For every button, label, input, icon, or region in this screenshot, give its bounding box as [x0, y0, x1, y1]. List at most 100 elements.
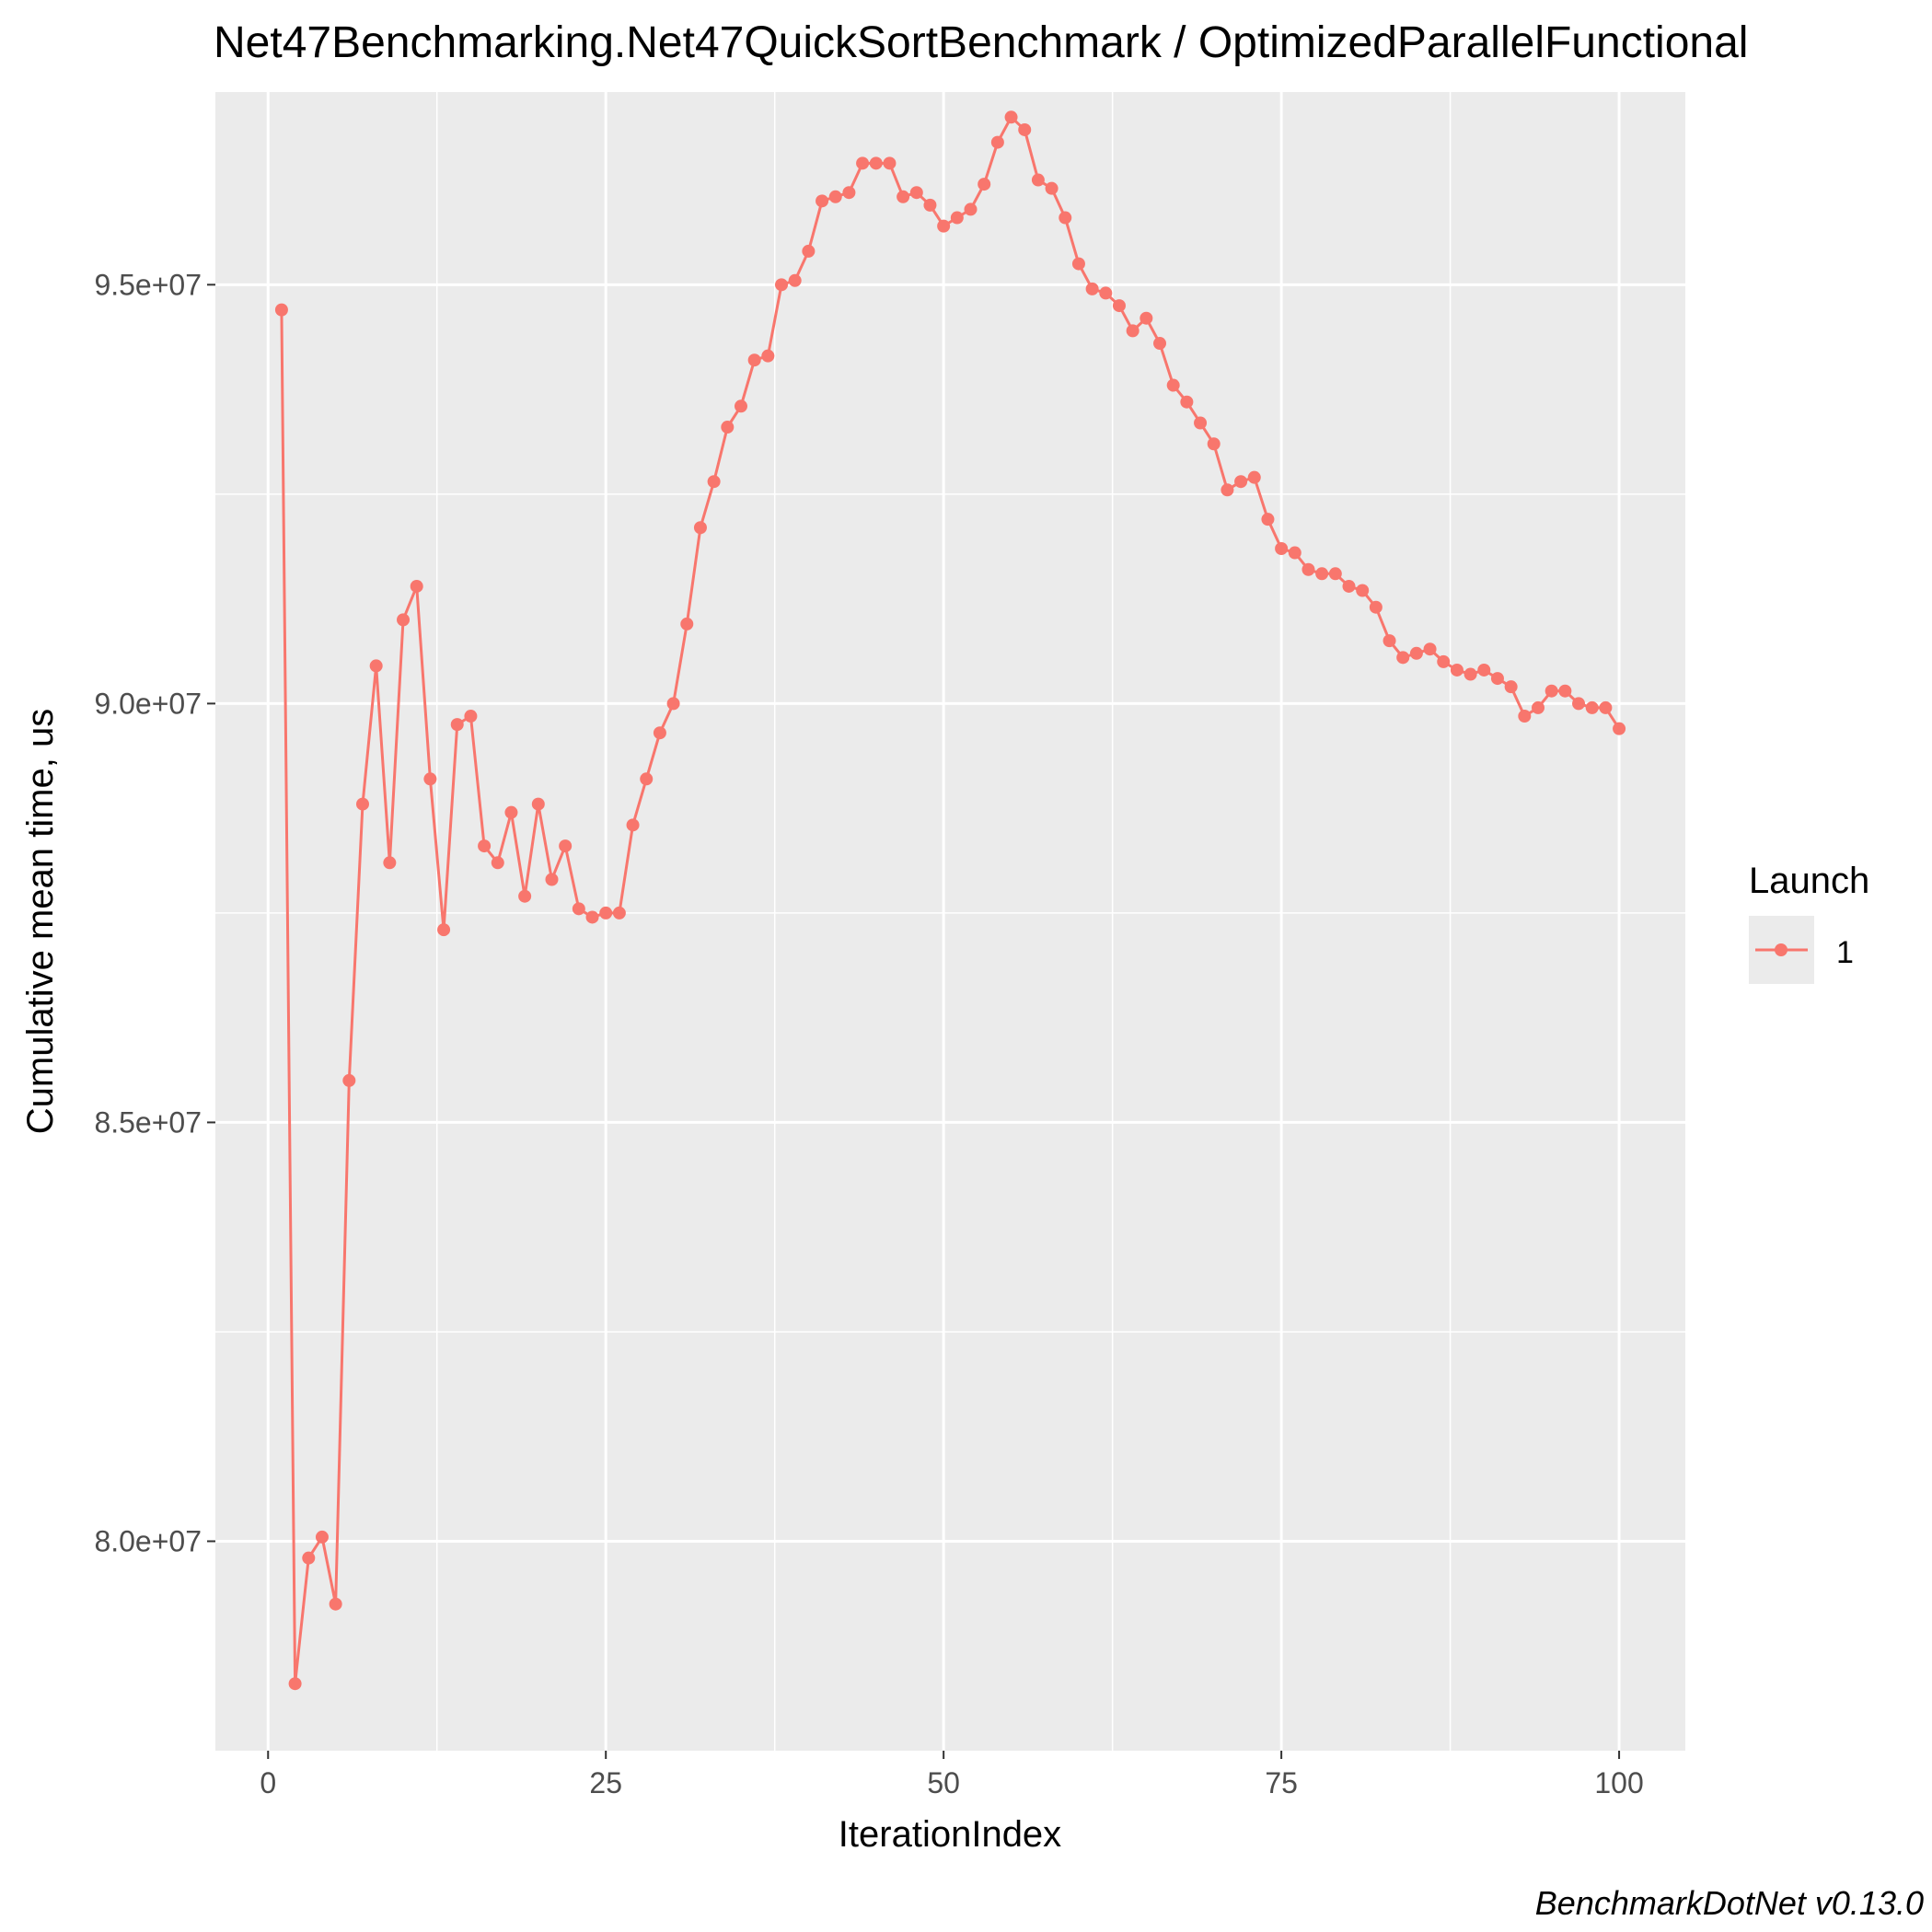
data-point	[856, 156, 870, 170]
legend-entry-label: 1	[1836, 935, 1854, 970]
data-point	[1004, 110, 1018, 124]
series-line	[280, 115, 1621, 1685]
data-point	[1490, 672, 1504, 686]
data-point	[828, 190, 842, 203]
series-layer	[274, 110, 1626, 1691]
data-point	[842, 186, 856, 200]
data-point	[1153, 337, 1167, 351]
data-point	[397, 613, 411, 627]
data-point	[504, 805, 518, 819]
data-point	[423, 772, 437, 786]
data-point	[342, 1073, 356, 1087]
data-point	[1382, 634, 1396, 648]
data-point	[761, 349, 775, 363]
legend-key-point	[1775, 943, 1787, 956]
data-point	[1085, 282, 1099, 295]
data-point	[747, 353, 761, 367]
data-point	[721, 421, 735, 434]
data-point	[288, 1677, 302, 1691]
data-point	[410, 579, 423, 593]
data-point	[1031, 173, 1045, 187]
x-axis-label: IterationIndex	[839, 1814, 1061, 1855]
data-point	[572, 902, 585, 916]
data-point	[1261, 513, 1275, 526]
data-point	[734, 399, 747, 413]
legend-title: Launch	[1749, 861, 1869, 901]
data-point	[1518, 710, 1532, 723]
data-point	[802, 244, 816, 258]
data-point	[1166, 378, 1180, 392]
data-point	[1599, 700, 1613, 714]
data-point	[990, 135, 1004, 149]
data-point	[612, 906, 626, 920]
data-point	[1572, 697, 1586, 711]
data-point	[964, 202, 978, 216]
x-tick-label: 25	[589, 1766, 622, 1799]
data-point	[478, 839, 492, 853]
plot-panel	[215, 92, 1685, 1751]
data-point	[1342, 579, 1356, 593]
data-point	[897, 190, 910, 203]
data-point	[680, 617, 694, 631]
data-point	[653, 726, 666, 740]
data-point	[369, 659, 383, 673]
data-point	[816, 194, 829, 208]
data-point	[1532, 700, 1545, 714]
data-point	[1463, 667, 1477, 681]
data-point	[1613, 722, 1626, 735]
y-tick-label: 8.5e+07	[94, 1105, 202, 1139]
data-point	[1018, 122, 1032, 136]
x-tick-label: 100	[1594, 1766, 1643, 1799]
data-point	[1450, 663, 1463, 677]
data-point	[1356, 584, 1370, 597]
legend: Launch 1	[1749, 861, 1869, 984]
x-tick-label: 75	[1265, 1766, 1298, 1799]
data-point	[1126, 324, 1140, 338]
data-point	[355, 797, 369, 811]
data-point	[1140, 311, 1153, 325]
data-point	[937, 219, 951, 233]
data-point	[1099, 286, 1113, 300]
data-point	[329, 1597, 342, 1611]
data-point	[1477, 663, 1491, 677]
data-point	[1221, 483, 1234, 497]
data-point	[1328, 567, 1342, 581]
y-tick-label: 9.0e+07	[94, 687, 202, 720]
y-axis-label: Cumulative mean time, us	[20, 709, 61, 1134]
y-tick-label: 8.0e+07	[94, 1524, 202, 1557]
data-point	[978, 178, 991, 191]
data-point	[599, 906, 613, 920]
data-point	[1301, 562, 1315, 576]
data-point	[1180, 395, 1194, 409]
data-point	[1071, 257, 1085, 271]
data-point	[788, 273, 802, 287]
data-point	[531, 797, 545, 811]
data-point	[302, 1551, 316, 1565]
data-point	[545, 873, 559, 886]
data-point	[450, 718, 464, 732]
x-tick-label: 0	[260, 1766, 276, 1799]
data-point	[1112, 299, 1126, 313]
y-tick-label: 9.5e+07	[94, 268, 202, 301]
data-point	[1275, 542, 1289, 556]
data-point	[1544, 684, 1558, 698]
data-point	[274, 303, 288, 317]
caption: BenchmarkDotNet v0.13.0	[1535, 1884, 1924, 1922]
data-point	[383, 856, 397, 870]
axis-layer: 0 25 50 75 100 8.0e+07 8.5e+07 9.0e+07 9.5e+07	[94, 268, 1643, 1799]
data-point	[1409, 646, 1423, 660]
data-point	[491, 856, 504, 870]
grid-major	[215, 92, 1685, 1751]
data-point	[1207, 437, 1221, 451]
data-point	[518, 889, 532, 903]
data-point	[1315, 567, 1329, 581]
x-tick-label: 50	[927, 1766, 960, 1799]
data-point	[1558, 684, 1572, 698]
data-point	[666, 697, 680, 711]
data-point	[1585, 700, 1599, 714]
data-point	[559, 839, 573, 853]
data-point	[869, 156, 883, 170]
data-point	[640, 772, 654, 786]
data-point	[775, 278, 789, 292]
data-point	[1234, 475, 1248, 489]
